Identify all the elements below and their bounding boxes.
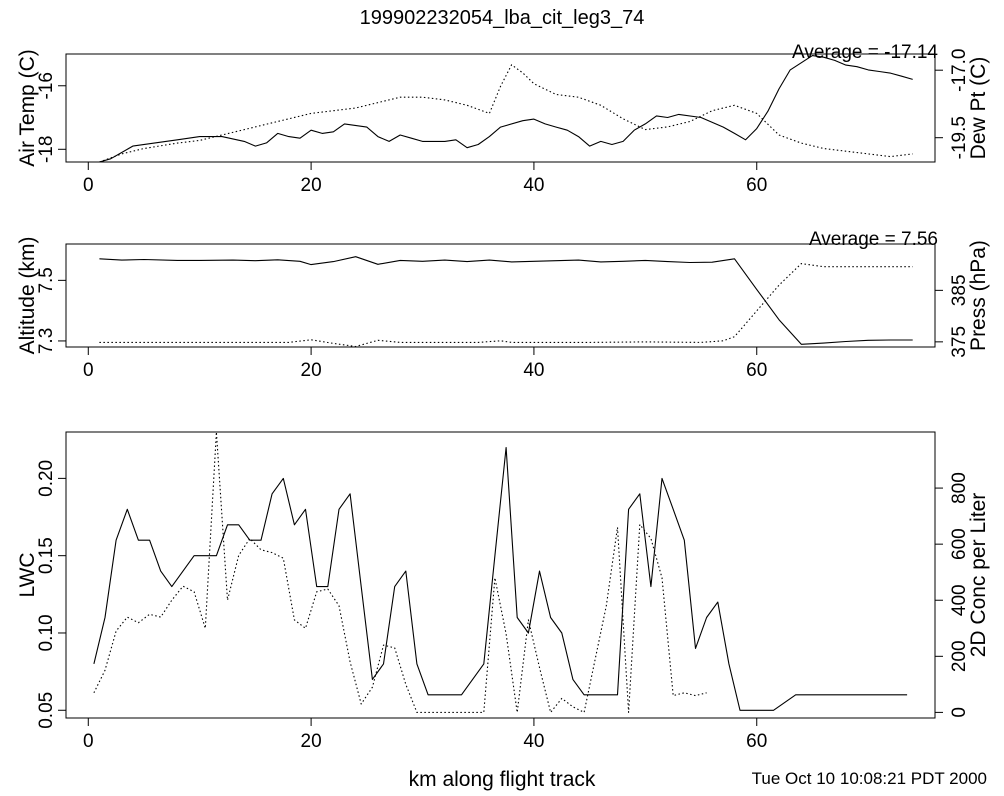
- series-line-dotted: [99, 64, 913, 163]
- panel-altitude: 0 20 40 60 7.3 7.5 375 385 Altitude (km) Press (h…: [16, 229, 990, 381]
- x-tick-label: 0: [83, 175, 94, 196]
- right-tick-label: 0: [949, 707, 970, 718]
- x-axis-label: km along flight track: [409, 768, 596, 791]
- right-tick-label: 800: [949, 472, 970, 504]
- left-tick-label: -18: [36, 136, 57, 163]
- left-axis-label: Altitude (km): [16, 237, 39, 355]
- right-tick-label: 200: [949, 640, 970, 672]
- right-tick-label: 385: [949, 274, 970, 306]
- right-tick-label: -17.0: [949, 49, 970, 92]
- left-axis-label: Air Temp (C): [16, 49, 39, 166]
- right-tick-label: 375: [949, 326, 970, 358]
- average-annotation: Average = -17.14: [792, 42, 938, 63]
- x-tick-label: 20: [301, 360, 322, 381]
- left-tick-label: -16: [36, 72, 57, 99]
- right-tick-label: 600: [949, 528, 970, 560]
- panel-lwc: 0 20 40 60 0.05 0.10 0.15 0.20 0 200 400 600 800 LWC 2…: [16, 431, 990, 752]
- x-tick-label: 40: [523, 175, 544, 196]
- panels: 0 20 40 60 -16 -18 -17.0 -19.5 Air Temp (C) Dew P…: [16, 42, 990, 752]
- x-tick-label: 0: [83, 360, 94, 381]
- x-tick-label: 60: [746, 175, 767, 196]
- series-line-dotted: [93, 431, 707, 713]
- series-line-solid: [99, 256, 913, 345]
- x-tick-label: 40: [523, 360, 544, 381]
- x-tick-label: 60: [746, 731, 767, 752]
- timestamp: Tue Oct 10 10:08:21 PDT 2000: [752, 769, 987, 788]
- left-tick-label: 0.10: [36, 614, 57, 651]
- left-axis-label: LWC: [16, 552, 39, 597]
- average-annotation: Average = 7.56: [809, 229, 938, 250]
- left-tick-label: 0.15: [36, 537, 57, 574]
- right-axis-label: Dew Pt (C): [967, 57, 990, 160]
- right-tick-label: 400: [949, 584, 970, 616]
- left-tick-label: 0.05: [36, 692, 57, 729]
- right-axis-label: Press (hPa): [967, 240, 990, 351]
- chart-title: 199902232054_lba_cit_leg3_74: [360, 7, 645, 29]
- plot-frame: [65, 53, 936, 163]
- left-tick-label: 7.3: [36, 328, 57, 354]
- left-tick-label: 0.20: [36, 460, 57, 497]
- x-tick-label: 20: [301, 731, 322, 752]
- x-tick-label: 40: [523, 731, 544, 752]
- series-line-solid: [99, 55, 913, 163]
- x-tick-label: 20: [301, 175, 322, 196]
- series-line-solid: [93, 446, 908, 711]
- plot-frame: [65, 243, 936, 348]
- series-line-dotted: [99, 263, 913, 348]
- x-tick-label: 0: [83, 731, 94, 752]
- right-tick-label: -19.5: [949, 116, 970, 159]
- right-axis-label: 2D Conc per Liter: [967, 493, 990, 658]
- panel-temperature: 0 20 40 60 -16 -18 -17.0 -19.5 Air Temp (C) Dew P…: [16, 42, 990, 196]
- left-tick-label: 7.5: [36, 267, 57, 293]
- plot-frame: [65, 431, 936, 719]
- x-tick-label: 60: [746, 360, 767, 381]
